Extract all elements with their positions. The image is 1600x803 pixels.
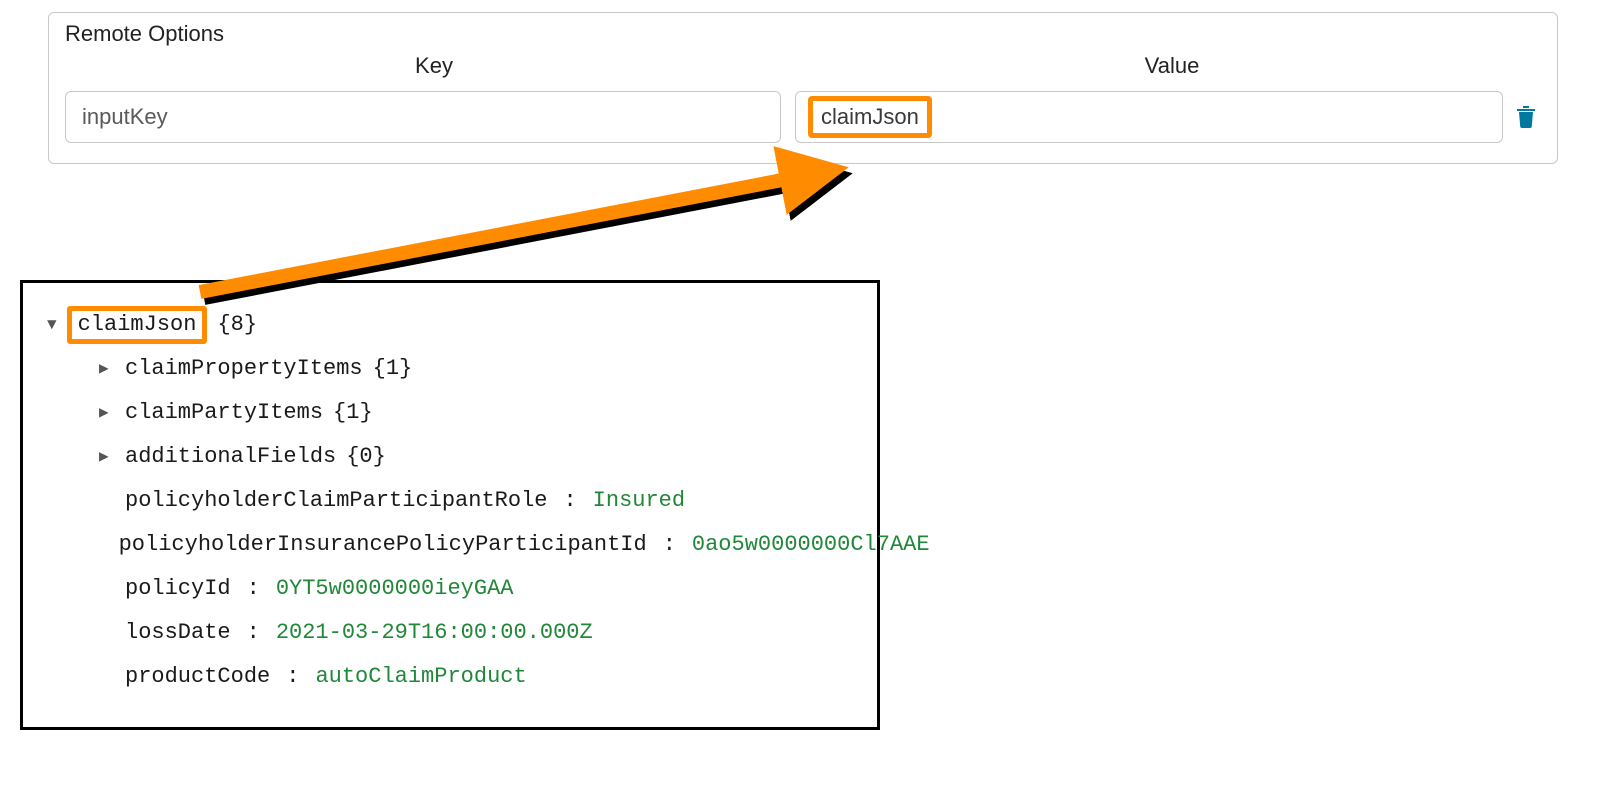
kv-row: claimJson bbox=[65, 91, 1541, 143]
expand-icon: ▶ bbox=[99, 353, 115, 385]
tree-leaf-row: policyholderClaimParticipantRole:Insured bbox=[47, 479, 853, 523]
tree-root-count: {8} bbox=[217, 303, 257, 347]
key-input[interactable] bbox=[65, 91, 781, 143]
tree-leaf-key: policyholderInsurancePolicyParticipantId bbox=[119, 523, 647, 567]
tree-leaf-key: policyId bbox=[125, 567, 231, 611]
tree-node-key: additionalFields bbox=[125, 435, 336, 479]
tree-leaf-value: 0ao5w0000000Cl7AAE bbox=[692, 523, 930, 567]
remote-options-panel: Remote Options Key Value claimJson bbox=[48, 12, 1558, 164]
value-input[interactable]: claimJson bbox=[795, 91, 1503, 143]
tree-node-count: {1} bbox=[373, 347, 413, 391]
tree-leaf-row: productCode:autoClaimProduct bbox=[47, 655, 853, 699]
tree-root-row[interactable]: ▼ claimJson {8} bbox=[47, 303, 853, 347]
tree-leaf-row: policyId:0YT5w0000000ieyGAA bbox=[47, 567, 853, 611]
column-key-header: Key bbox=[65, 53, 803, 79]
tree-leaf-row: lossDate:2021-03-29T16:00:00.000Z bbox=[47, 611, 853, 655]
collapse-icon: ▼ bbox=[47, 309, 57, 341]
delete-row-button[interactable] bbox=[1517, 106, 1541, 128]
tree-leaf-key: lossDate bbox=[125, 611, 231, 655]
tree-node-row[interactable]: ▶ additionalFields {0} bbox=[47, 435, 853, 479]
tree-leaf-key: policyholderClaimParticipantRole bbox=[125, 479, 547, 523]
tree-leaf-key: productCode bbox=[125, 655, 270, 699]
tree-node-key: claimPropertyItems bbox=[125, 347, 363, 391]
value-highlight: claimJson bbox=[808, 96, 932, 139]
tree-leaf-value: Insured bbox=[593, 479, 685, 523]
tree-leaf-row: policyholderInsurancePolicyParticipantId… bbox=[47, 523, 853, 567]
expand-icon: ▶ bbox=[99, 441, 115, 473]
tree-node-count: {0} bbox=[346, 435, 386, 479]
tree-leaf-value: autoClaimProduct bbox=[315, 655, 526, 699]
tree-leaf-value: 0YT5w0000000ieyGAA bbox=[276, 567, 514, 611]
kv-header: Key Value bbox=[65, 53, 1541, 79]
tree-node-count: {1} bbox=[333, 391, 373, 435]
expand-icon: ▶ bbox=[99, 397, 115, 429]
json-tree-panel: ▼ claimJson {8} ▶claimPropertyItems {1}▶… bbox=[20, 280, 880, 730]
tree-leaf-value: 2021-03-29T16:00:00.000Z bbox=[276, 611, 593, 655]
tree-node-row[interactable]: ▶ claimPartyItems {1} bbox=[47, 391, 853, 435]
column-value-header: Value bbox=[803, 53, 1541, 79]
tree-node-row[interactable]: ▶ claimPropertyItems {1} bbox=[47, 347, 853, 391]
tree-root-key: claimJson bbox=[67, 306, 208, 345]
trash-icon bbox=[1517, 106, 1535, 128]
panel-title: Remote Options bbox=[65, 21, 1541, 47]
tree-node-key: claimPartyItems bbox=[125, 391, 323, 435]
